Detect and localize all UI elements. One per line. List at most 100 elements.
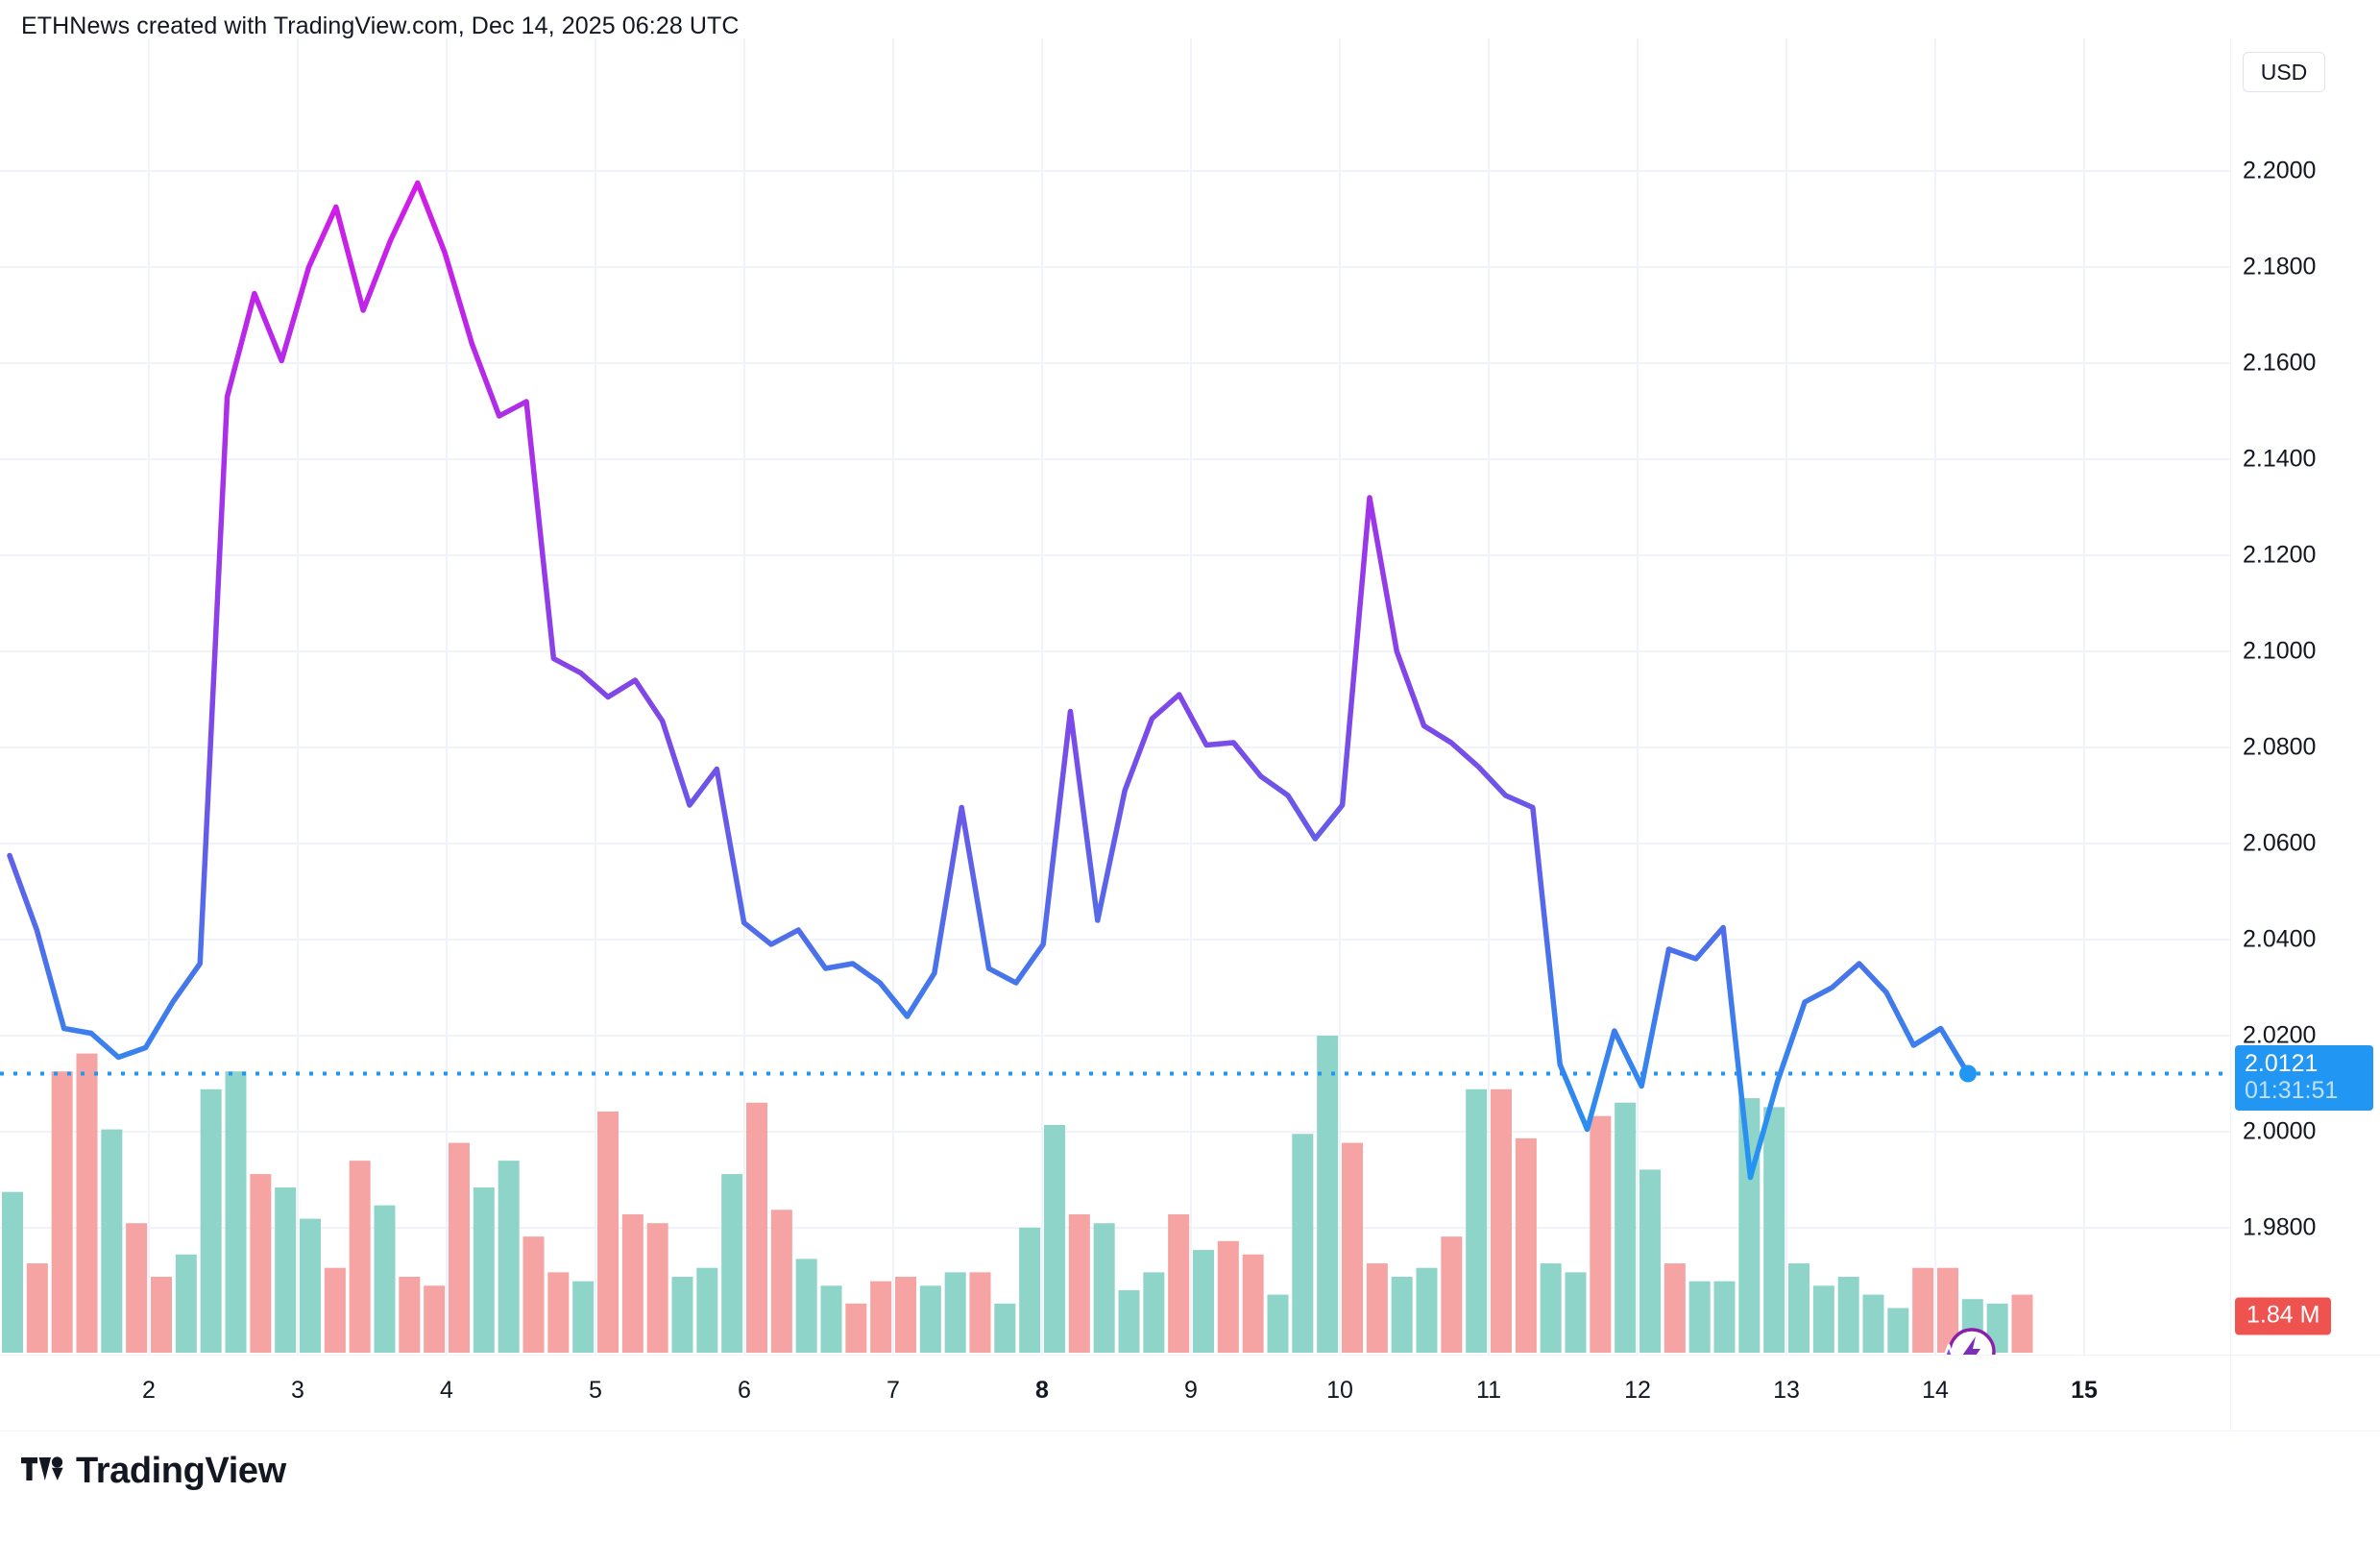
volume-bar <box>151 1276 172 1353</box>
volume-bar <box>969 1272 991 1353</box>
volume-bar <box>399 1276 421 1353</box>
volume-bar <box>1391 1276 1413 1353</box>
volume-bar <box>1515 1137 1537 1353</box>
volume-bar <box>26 1263 48 1353</box>
volume-bar <box>1688 1281 1711 1353</box>
volume-bar <box>250 1174 272 1353</box>
volume-bar <box>1664 1263 1686 1353</box>
volume-bar <box>498 1161 520 1353</box>
volume-bar <box>1193 1250 1214 1353</box>
volume-bar <box>374 1205 396 1353</box>
volume-bar <box>1342 1142 1363 1353</box>
volume-bar <box>671 1276 693 1353</box>
volume-bar <box>1590 1115 1612 1353</box>
time-tick-label: 2 <box>142 1377 156 1404</box>
volume-bar <box>324 1267 346 1353</box>
volume-bar <box>572 1281 595 1353</box>
volume-bar <box>1639 1169 1661 1353</box>
volume-bar <box>1019 1227 1041 1353</box>
price-tick-label: 2.0800 <box>2243 733 2317 761</box>
time-tick-label: 11 <box>1476 1377 1501 1404</box>
volume-bar <box>770 1210 792 1353</box>
bar-countdown: 01:31:51 <box>2245 1076 2339 1104</box>
volume-bar <box>795 1259 817 1353</box>
current-price-value: 2.0121 <box>2245 1049 2319 1077</box>
volume-bar <box>1615 1102 1637 1353</box>
vertical-gridlines <box>148 38 2085 1355</box>
volume-bar <box>1242 1254 1264 1353</box>
volume-bar <box>1491 1088 1512 1353</box>
volume-bar <box>721 1174 743 1353</box>
volume-bar <box>2 1191 23 1353</box>
volume-bar <box>1093 1223 1115 1353</box>
volume-bar <box>1366 1263 1388 1353</box>
price-tick-label: 2.0200 <box>2243 1021 2317 1049</box>
time-tick-label: 7 <box>886 1377 900 1404</box>
tradingview-logo: TradingView <box>21 1451 286 1492</box>
volume-bar <box>1143 1272 1165 1353</box>
volume-badge[interactable]: 1.84 M <box>2235 1297 2332 1335</box>
price-tick-label: 1.9800 <box>2243 1213 2317 1241</box>
volume-bar <box>870 1281 892 1353</box>
volume-bars <box>2 1036 2033 1353</box>
price-line-path <box>7 180 1971 1181</box>
price-scale[interactable]: USD 2.2000 2.1800 2.1600 2.1400 2.1200 2.1000… <box>2230 38 2380 1355</box>
volume-bar <box>1812 1285 1834 1353</box>
volume-bar <box>895 1276 916 1353</box>
volume-bar <box>1540 1263 1562 1353</box>
tradingview-wordmark: TradingView <box>76 1451 286 1491</box>
volume-bar <box>200 1088 222 1353</box>
volume-bar <box>944 1272 966 1353</box>
current-price-badge[interactable]: 2.0121 01:31:51 <box>2235 1044 2373 1111</box>
horizontal-gridlines <box>0 170 2230 1229</box>
volume-bar <box>597 1112 619 1353</box>
volume-bar <box>1292 1134 1314 1353</box>
volume-bar <box>1961 1299 1983 1353</box>
time-tick-label: 9 <box>1184 1377 1198 1404</box>
volume-bar <box>473 1187 495 1353</box>
volume-bar <box>1168 1213 1190 1353</box>
chart-pane[interactable] <box>0 38 2230 1376</box>
volume-bar <box>1862 1294 1884 1353</box>
volume-bar <box>1217 1240 1239 1353</box>
volume-bar <box>275 1187 297 1353</box>
volume-bar <box>1738 1098 1761 1353</box>
time-tick-label: 13 <box>1773 1377 1800 1404</box>
last-price-marker <box>1959 1064 1977 1083</box>
volume-bar <box>1986 1303 2008 1353</box>
price-line <box>7 180 1971 1181</box>
currency-chip[interactable]: USD <box>2243 52 2325 92</box>
price-tick-label: 2.1800 <box>2243 253 2317 281</box>
volume-bar <box>101 1129 123 1353</box>
price-tick-label: 2.0600 <box>2243 829 2317 857</box>
time-tick-label: 6 <box>738 1377 751 1404</box>
volume-bar <box>1267 1294 1289 1353</box>
volume-bar <box>1912 1267 1934 1353</box>
time-tick-label: 10 <box>1326 1377 1353 1404</box>
time-tick-label: 15 <box>2071 1377 2098 1404</box>
volume-bar <box>1565 1272 1587 1353</box>
volume-bar <box>646 1223 668 1353</box>
volume-bar <box>1044 1124 1065 1353</box>
volume-bar <box>1317 1036 1339 1353</box>
chart-canvas <box>0 38 2230 1355</box>
price-tick-label: 2.1400 <box>2243 445 2317 473</box>
volume-bar <box>1068 1213 1090 1353</box>
volume-bar <box>449 1142 470 1353</box>
volume-bar <box>51 1071 73 1353</box>
volume-bar <box>1713 1281 1736 1353</box>
time-tick-label: 12 <box>1624 1377 1651 1404</box>
time-tick-label: 5 <box>589 1377 602 1404</box>
volume-bar <box>820 1285 842 1353</box>
time-scale[interactable]: 2 3 4 5 6 7 8 9 10 11 12 13 14 15 <box>0 1355 2380 1431</box>
volume-bar <box>2011 1294 2033 1353</box>
price-tick-label: 2.1200 <box>2243 541 2317 569</box>
volume-bar <box>1466 1088 1488 1353</box>
volume-bar <box>349 1161 371 1353</box>
time-tick-label: 3 <box>291 1377 304 1404</box>
volume-bar <box>746 1102 767 1353</box>
volume-bar <box>547 1272 570 1353</box>
volume-bar <box>1118 1289 1140 1353</box>
time-tick-label: 14 <box>1922 1377 1949 1404</box>
time-tick-label: 4 <box>440 1377 453 1404</box>
